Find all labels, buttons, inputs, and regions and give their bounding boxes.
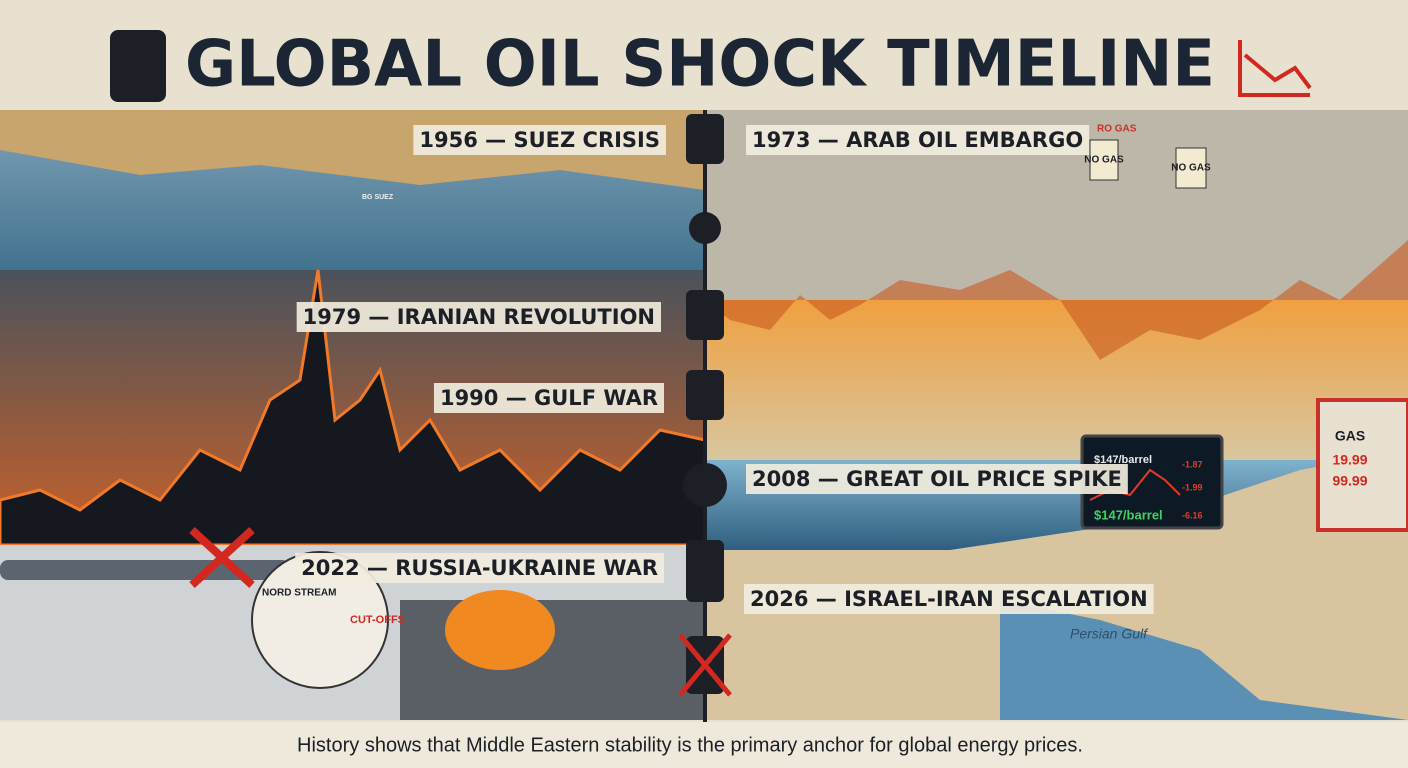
price-line-left (0, 269, 707, 547)
barrel-icon (686, 290, 724, 340)
ticker-price-big: $147/barrel (1094, 507, 1163, 522)
label-box (746, 464, 1128, 494)
ticker-change: -6.16 (1182, 510, 1203, 520)
explosion (445, 590, 555, 670)
sign-board (1089, 139, 1119, 181)
title-barrel-icon (110, 30, 166, 102)
revolution-scene (705, 300, 1408, 460)
event-label: 2026 — ISRAEL-IRAN ESCALATION (750, 587, 1148, 611)
label-box (296, 302, 661, 332)
ticker-price: $147/barrel (1094, 454, 1152, 466)
map-inset (251, 551, 389, 689)
price-line-right (705, 240, 1408, 360)
event-label: 1973 — ARAB OIL EMBARGO (752, 128, 1083, 152)
gas-pump (1316, 398, 1408, 532)
title: GLOBAL OIL SHOCK TIMELINE (185, 28, 1215, 102)
pump-sign: GAS (1335, 428, 1365, 444)
station-sign: RO GAS (1097, 124, 1137, 135)
pump-icon (689, 212, 721, 244)
label-box (295, 553, 664, 583)
protest-sign: NO GAS (1171, 163, 1211, 174)
event-label: 1979 — IRANIAN REVOLUTION (303, 305, 655, 329)
refinery-scene (400, 600, 705, 720)
event-label: 2008 — GREAT OIL PRICE SPIKE (752, 467, 1122, 491)
cutoff-label: CUT-OFFS (350, 614, 405, 626)
footer-band (0, 722, 1408, 768)
sign-board (1175, 147, 1207, 189)
cross-mark (678, 633, 732, 697)
event-label: 1990 — GULF WAR (440, 386, 658, 410)
footer-text: History shows that Middle Eastern stabil… (297, 734, 1083, 756)
rocket-icon (683, 463, 727, 507)
pump-price: 19.99 (1332, 452, 1367, 468)
pipeline-label: NORD STREAM (262, 588, 336, 599)
title-chart-icon (1238, 40, 1312, 97)
label-box (744, 584, 1154, 614)
label-box (433, 383, 664, 413)
map-label: Persian Gulf (1070, 626, 1149, 642)
barrel-icon (686, 114, 724, 164)
ticker-change: -1.99 (1182, 482, 1203, 492)
gulf-water (1000, 600, 1408, 720)
cross-mark (189, 527, 255, 588)
label-box (413, 125, 666, 155)
ship-name: BG SUEZ (362, 194, 394, 201)
label-box (746, 125, 1090, 155)
timeline-icons (678, 114, 732, 697)
event-label: 1956 — SUEZ CRISIS (419, 128, 660, 152)
barrel-icon (686, 370, 724, 420)
event-label: 2022 — RUSSIA-UKRAINE WAR (301, 556, 658, 580)
protest-sign: NO GAS (1084, 155, 1124, 166)
ticker-change: -1.87 (1182, 459, 1203, 469)
pump-price: 99.99 (1332, 473, 1367, 489)
header-band (0, 0, 1408, 110)
barrel-icon (686, 540, 724, 602)
